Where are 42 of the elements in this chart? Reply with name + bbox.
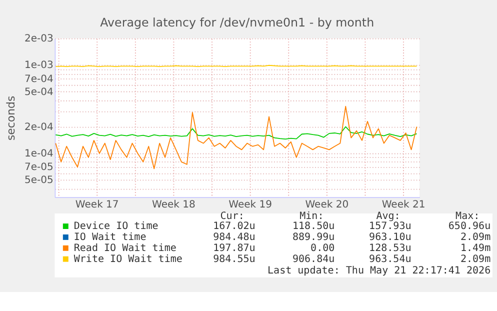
text: 889.99u [292, 232, 335, 243]
text: Avg: [376, 210, 400, 222]
legend-label: Device IO time [74, 220, 158, 232]
x-tick-label: Week 18 [152, 200, 196, 211]
legend-label: Write IO Wait time [74, 254, 182, 265]
text: 2.09m [460, 254, 491, 265]
text: Min: [300, 210, 324, 222]
text: Last update: Thu May 21 22:17:41 2026 [268, 266, 491, 277]
y-axis-title: seconds [4, 96, 18, 141]
text: 650.96u [448, 220, 491, 232]
chart-title: Average latency for /dev/nvme0n1 - by month [100, 16, 374, 30]
x-tick-label: Week 20 [305, 200, 349, 211]
text: 1.49m [460, 242, 491, 254]
y-tick-label: 5e-05 [24, 175, 54, 186]
text: 118.50u [292, 220, 335, 232]
text: 906.84u [292, 254, 335, 265]
text: 963.54u [369, 254, 412, 265]
text: Cur: [220, 210, 244, 222]
text: 984.55u [213, 254, 256, 265]
text: 197.87u [213, 242, 256, 254]
text: 128.53u [369, 242, 412, 254]
text: 157.93u [369, 220, 412, 232]
y-tick-label: 1e-04 [24, 148, 54, 160]
x-tick-label: Week 21 [382, 200, 426, 211]
text: 984.48u [213, 232, 256, 243]
text: 167.02u [213, 220, 256, 232]
line-series [55, 126, 418, 140]
text: 963.10u [369, 232, 412, 243]
y-tick-label: 7e-05 [24, 162, 54, 174]
text: 2.09m [460, 232, 491, 243]
line-series [55, 106, 418, 170]
y-tick-label: 5e-04 [24, 86, 54, 98]
y-tick-label: 2e-04 [24, 122, 54, 133]
legend-label: Read IO Wait time [74, 242, 176, 254]
x-tick-label: Week 17 [75, 200, 119, 211]
x-tick-label: Week 19 [228, 200, 272, 211]
y-tick-label: 2e-03 [24, 34, 54, 45]
text: 0.00 [310, 242, 335, 254]
y-tick-label: 1e-03 [24, 60, 54, 72]
legend-label: IO Wait time [74, 232, 146, 243]
y-tick-label: 7e-04 [24, 74, 54, 85]
text: Max: [456, 210, 480, 222]
